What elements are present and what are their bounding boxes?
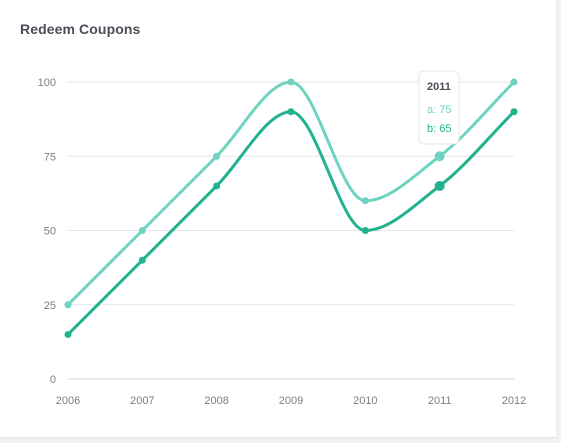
card-title: Redeem Coupons bbox=[20, 21, 141, 37]
data-point-b[interactable] bbox=[64, 330, 72, 338]
hover-tooltip: 2011 a: 75 b: 65 bbox=[418, 70, 460, 145]
x-tick-label: 2012 bbox=[502, 395, 526, 407]
data-point-b[interactable] bbox=[287, 108, 295, 116]
data-point-a[interactable] bbox=[434, 151, 445, 162]
tooltip-value-a: a: 75 bbox=[427, 104, 451, 116]
x-tick-label: 2008 bbox=[204, 395, 228, 407]
x-tick-label: 2006 bbox=[56, 395, 80, 407]
data-point-a[interactable] bbox=[64, 301, 72, 309]
data-point-a[interactable] bbox=[138, 227, 146, 234]
y-tick-label: 75 bbox=[44, 151, 56, 163]
data-point-b[interactable] bbox=[510, 108, 518, 116]
data-point-b[interactable] bbox=[138, 256, 146, 264]
y-tick-label: 50 bbox=[44, 226, 56, 238]
data-point-b[interactable] bbox=[434, 180, 445, 191]
data-point-a[interactable] bbox=[510, 78, 518, 86]
tooltip-box bbox=[418, 70, 460, 145]
series-points bbox=[64, 78, 518, 338]
redeem-coupons-card: Redeem Coupons 0 25 50 75 100 2006 2007 2008 20… bbox=[0, 0, 556, 437]
y-tick-label: 25 bbox=[44, 300, 56, 312]
tooltip-value-b: b: 65 bbox=[427, 123, 451, 135]
tooltip-title: 2011 bbox=[427, 81, 451, 93]
data-point-a[interactable] bbox=[361, 197, 369, 205]
y-axis-ticks: 0 25 50 75 100 bbox=[38, 77, 56, 386]
x-tick-label: 2009 bbox=[279, 395, 303, 407]
x-tick-label: 2010 bbox=[353, 395, 377, 407]
data-point-b[interactable] bbox=[361, 227, 369, 234]
y-tick-label: 0 bbox=[50, 374, 56, 386]
x-axis-ticks: 2006 2007 2008 2009 2010 2011 2012 bbox=[56, 395, 526, 407]
data-point-a[interactable] bbox=[287, 78, 295, 86]
x-tick-label: 2007 bbox=[130, 395, 154, 407]
x-tick-label: 2011 bbox=[428, 395, 452, 407]
series-line-b bbox=[66, 110, 516, 336]
data-point-b[interactable] bbox=[213, 182, 221, 190]
data-point-a[interactable] bbox=[213, 152, 221, 160]
y-tick-label: 100 bbox=[38, 77, 56, 89]
